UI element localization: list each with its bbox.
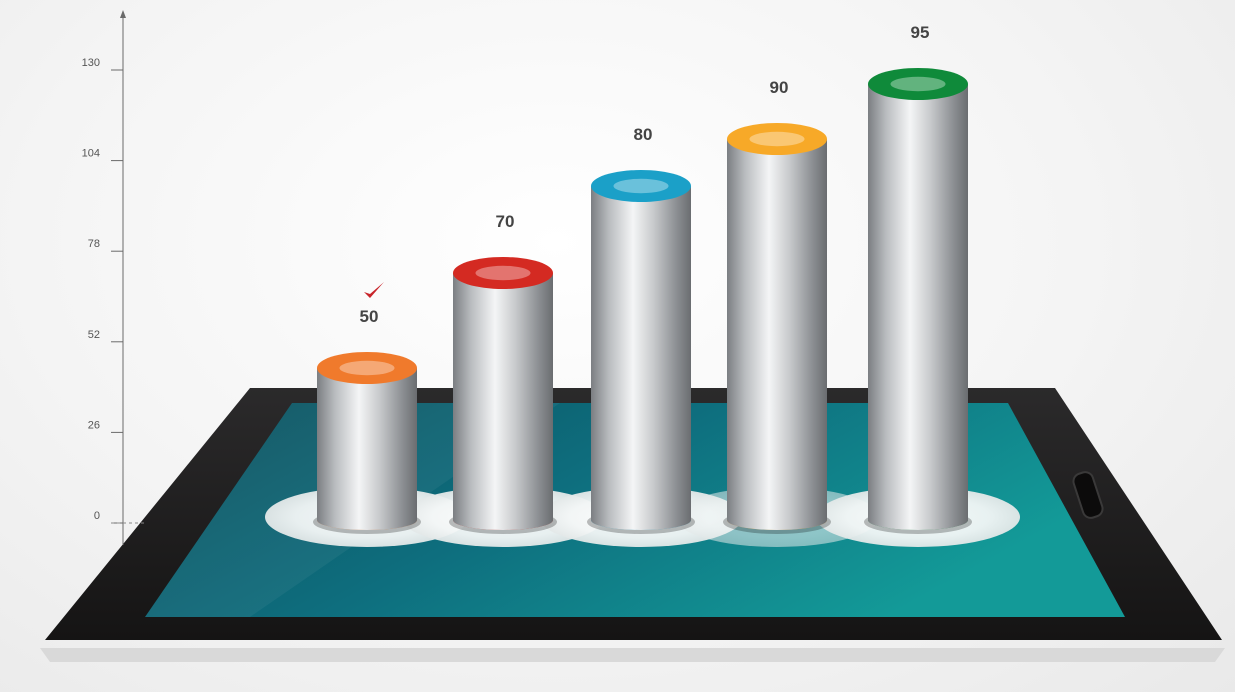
bar-top-cap [591,170,691,202]
y-tick-label: 130 [82,57,100,69]
bar-body [317,368,417,530]
bar [864,68,972,534]
y-tick-label: 52 [88,329,100,341]
bar-top-cap-highlight [475,265,531,281]
bar-top-cap-highlight [890,76,946,92]
bar [587,170,695,534]
data-label: 90 [770,78,789,97]
y-tick-label: 104 [82,148,100,160]
bar-top-cap [868,68,968,100]
y-ticks: 0 26 52 78 104 130 [82,57,145,524]
y-tick-label: 26 [88,419,100,431]
y-tick-label: 78 [88,238,100,250]
data-labels: 50 70 80 90 95 [360,23,930,326]
bar-top-cap-highlight [613,178,669,194]
bar-body [591,186,691,530]
bar-top-cap [453,257,553,289]
data-label: 70 [496,212,515,231]
bar-top-cap [317,352,417,384]
bar-top-cap-highlight [749,131,805,147]
y-tick-label: 0 [94,510,100,522]
bar-top-cap [727,123,827,155]
bar [723,123,831,534]
checkmark-icon [364,282,384,298]
bar-body [453,273,553,530]
bar-top-cap-highlight [339,360,395,376]
data-label: 95 [911,23,930,42]
bar-body [727,139,827,530]
bar [313,352,421,534]
data-label: 50 [360,307,379,326]
y-axis-arrow-icon [120,10,126,18]
data-label: 80 [634,125,653,144]
tablet-home-button [1072,471,1104,519]
y-axis [120,10,126,545]
tablet-shadow [40,648,1225,662]
bars [313,68,972,534]
bar-body [868,84,968,530]
bar [449,257,557,534]
